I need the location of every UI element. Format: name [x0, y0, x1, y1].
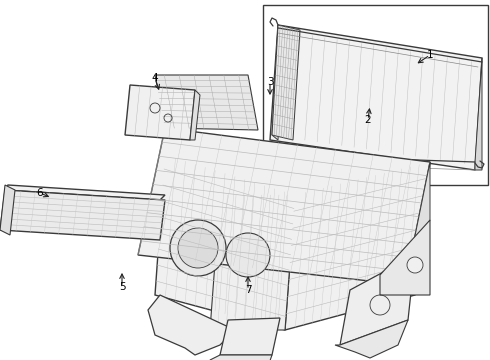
Polygon shape	[0, 185, 15, 235]
Polygon shape	[155, 75, 258, 130]
Polygon shape	[0, 190, 165, 240]
Polygon shape	[190, 90, 200, 140]
Polygon shape	[272, 25, 300, 140]
Polygon shape	[5, 185, 165, 200]
Text: 2: 2	[365, 115, 371, 125]
Polygon shape	[335, 320, 408, 358]
Polygon shape	[210, 355, 272, 360]
Text: 3: 3	[267, 77, 273, 87]
Polygon shape	[270, 25, 482, 170]
Polygon shape	[138, 128, 430, 285]
Polygon shape	[475, 58, 482, 170]
Circle shape	[226, 233, 270, 277]
Polygon shape	[272, 25, 285, 140]
Text: 6: 6	[37, 188, 43, 198]
Text: 4: 4	[152, 73, 158, 83]
Polygon shape	[340, 255, 415, 345]
Polygon shape	[380, 220, 430, 295]
Polygon shape	[220, 318, 280, 355]
Circle shape	[170, 220, 226, 276]
Text: 5: 5	[119, 282, 125, 292]
Polygon shape	[210, 195, 295, 330]
Polygon shape	[148, 295, 235, 355]
Polygon shape	[405, 162, 430, 285]
Text: 1: 1	[427, 50, 433, 60]
Polygon shape	[155, 155, 295, 330]
Polygon shape	[285, 162, 430, 330]
Polygon shape	[125, 85, 195, 140]
Circle shape	[178, 228, 218, 268]
Bar	[263, 5, 488, 185]
Circle shape	[407, 257, 423, 273]
Text: 7: 7	[245, 285, 251, 295]
